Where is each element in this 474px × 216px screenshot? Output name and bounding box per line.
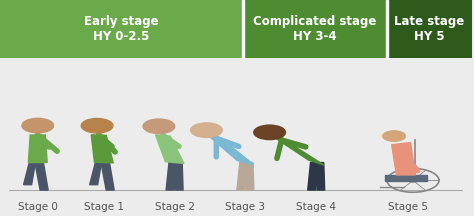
Polygon shape [90, 163, 101, 185]
Circle shape [143, 119, 175, 133]
Bar [0, 0, 243, 58]
Polygon shape [384, 175, 427, 181]
Polygon shape [246, 163, 254, 190]
Text: Complicated stage
HY 3-4: Complicated stage HY 3-4 [253, 15, 377, 43]
Circle shape [254, 125, 285, 140]
Polygon shape [166, 163, 176, 190]
Text: Stage 5: Stage 5 [388, 202, 428, 212]
Text: Stage 2: Stage 2 [155, 202, 195, 212]
Polygon shape [175, 163, 183, 190]
Text: Stage 3: Stage 3 [226, 202, 265, 212]
Text: Early stage
HY 0-2.5: Early stage HY 0-2.5 [84, 15, 159, 43]
Circle shape [81, 118, 113, 133]
Polygon shape [101, 163, 114, 190]
Bar [387, 0, 472, 58]
Circle shape [383, 131, 405, 141]
Bar [243, 0, 387, 58]
Polygon shape [35, 163, 48, 190]
Polygon shape [392, 143, 415, 175]
Polygon shape [155, 135, 184, 163]
Polygon shape [237, 163, 247, 190]
FancyArrow shape [242, 0, 244, 58]
FancyArrow shape [386, 0, 388, 58]
Polygon shape [308, 163, 318, 190]
Polygon shape [317, 163, 325, 190]
Polygon shape [91, 135, 113, 163]
Circle shape [22, 118, 54, 133]
Text: Stage 0: Stage 0 [18, 202, 58, 212]
Text: Late stage
HY 5: Late stage HY 5 [394, 15, 465, 43]
Polygon shape [275, 138, 324, 165]
Polygon shape [210, 137, 254, 165]
Polygon shape [24, 163, 36, 185]
Circle shape [191, 123, 222, 137]
Text: Stage 4: Stage 4 [296, 202, 336, 212]
Text: Stage 1: Stage 1 [84, 202, 124, 212]
Polygon shape [28, 135, 47, 163]
